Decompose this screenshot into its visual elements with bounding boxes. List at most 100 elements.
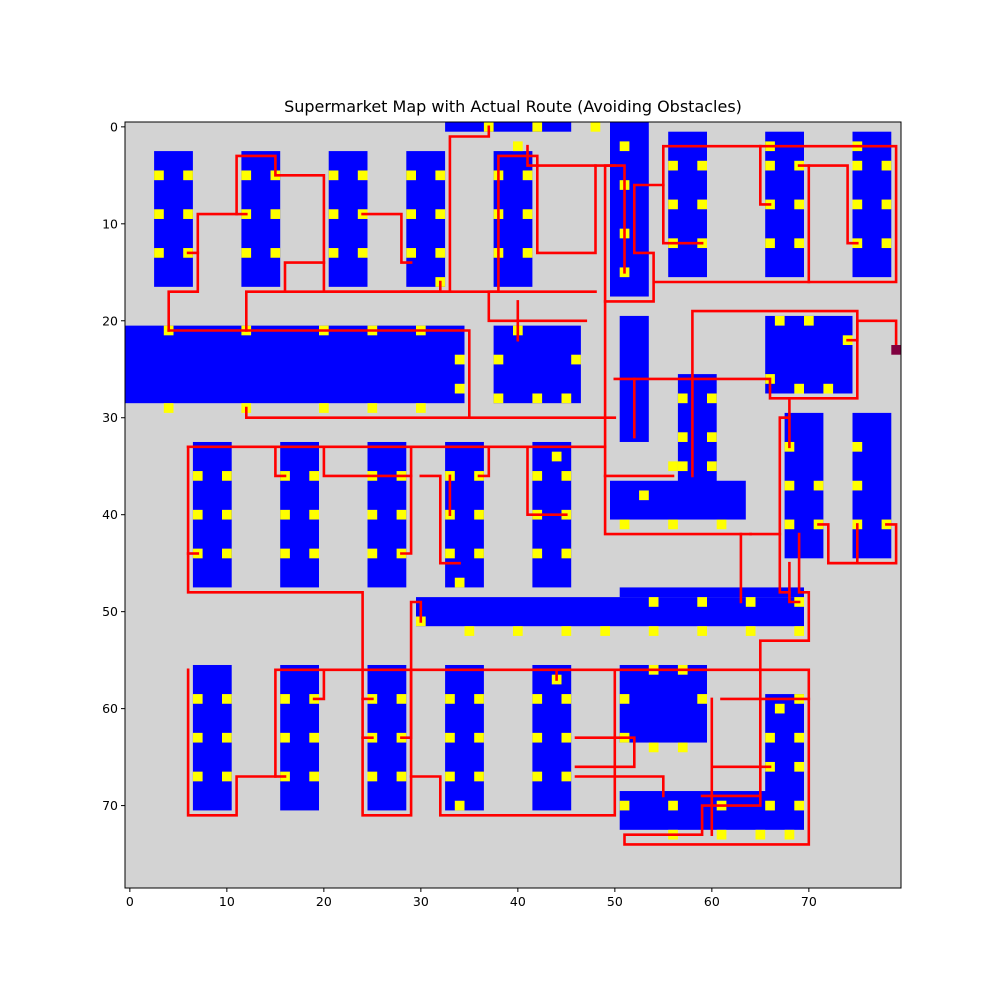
product-spot xyxy=(784,519,795,530)
product-spot xyxy=(774,703,785,714)
product-spot xyxy=(668,519,678,530)
route-segment xyxy=(778,416,791,449)
product-spot xyxy=(163,403,174,413)
product-spot xyxy=(881,160,892,171)
shelf xyxy=(765,315,853,394)
product-spot xyxy=(464,626,475,636)
product-spot xyxy=(677,432,688,442)
route-segment xyxy=(855,319,898,352)
product-spot xyxy=(697,597,707,607)
endpoint-layer xyxy=(891,345,901,355)
product-spot xyxy=(551,451,562,462)
product-spot xyxy=(532,393,543,404)
route-segment xyxy=(400,668,413,740)
product-spot xyxy=(804,315,814,326)
product-spot xyxy=(309,471,319,481)
product-spot xyxy=(668,800,678,811)
product-spot xyxy=(561,393,572,404)
product-spot xyxy=(396,771,407,782)
x-tick-label: 40 xyxy=(510,894,526,909)
product-spot xyxy=(222,771,232,782)
product-spot xyxy=(222,694,232,704)
product-spot xyxy=(192,694,203,704)
product-spot xyxy=(474,509,484,520)
route-segment xyxy=(797,164,859,245)
product-spot xyxy=(765,160,775,171)
product-spot xyxy=(707,461,717,472)
product-spot xyxy=(561,626,572,636)
product-spot xyxy=(794,199,804,210)
product-spot xyxy=(852,480,863,491)
product-spot xyxy=(309,732,319,743)
route-segment xyxy=(322,445,413,478)
product-spot xyxy=(561,471,572,481)
product-spot xyxy=(445,548,455,559)
product-spot xyxy=(755,829,766,840)
y-tick-label: 10 xyxy=(102,216,118,231)
product-spot xyxy=(619,519,630,530)
product-spot xyxy=(241,170,252,181)
product-spot xyxy=(745,597,756,607)
product-spot xyxy=(357,170,368,181)
product-spot xyxy=(280,548,290,559)
product-spot xyxy=(222,548,232,559)
product-spot xyxy=(784,480,795,491)
product-spot xyxy=(435,170,446,181)
x-axis: 0 10 20 30 40 50 60 70 xyxy=(126,888,817,909)
product-spot xyxy=(493,393,504,404)
product-spot xyxy=(677,742,688,753)
product-spot xyxy=(668,461,678,472)
product-spot xyxy=(154,248,164,258)
shelf xyxy=(619,664,707,743)
product-spot xyxy=(522,209,533,219)
product-spot xyxy=(280,732,290,743)
product-spot xyxy=(561,732,572,743)
route-segment xyxy=(245,290,452,332)
product-spot xyxy=(454,354,465,365)
product-spot xyxy=(270,248,281,258)
y-tick-label: 20 xyxy=(102,313,118,328)
product-spot xyxy=(309,509,319,520)
product-spot xyxy=(474,732,484,743)
product-spot xyxy=(619,694,630,704)
route-segment xyxy=(419,474,461,565)
product-spot xyxy=(406,209,416,219)
shelf xyxy=(445,122,572,132)
product-spot xyxy=(668,199,678,210)
product-spot xyxy=(794,383,804,394)
shelf xyxy=(610,480,746,520)
product-spot xyxy=(154,170,164,181)
product-spot xyxy=(639,490,649,501)
route-segment xyxy=(477,445,491,478)
product-spot xyxy=(852,160,863,171)
product-spot xyxy=(280,694,290,704)
product-spot xyxy=(416,403,426,413)
product-spot xyxy=(367,771,378,782)
chart-title: Supermarket Map with Actual Route (Avoid… xyxy=(284,97,742,116)
product-spot xyxy=(619,800,630,811)
product-spot xyxy=(716,519,727,530)
y-tick-label: 60 xyxy=(102,701,118,716)
product-spot xyxy=(794,732,804,743)
route-segment xyxy=(526,445,568,517)
route-layer xyxy=(167,125,898,846)
product-spot xyxy=(881,238,892,249)
route-segment xyxy=(758,144,772,206)
product-spot xyxy=(707,432,717,442)
route-segment xyxy=(603,300,752,536)
route-segment xyxy=(574,736,636,769)
product-spot xyxy=(406,170,416,181)
product-spot xyxy=(367,548,378,559)
y-tick-label: 40 xyxy=(102,507,118,522)
route-segment xyxy=(826,523,859,565)
product-spot xyxy=(445,732,455,743)
product-spot xyxy=(270,209,281,219)
y-tick-label: 70 xyxy=(102,798,118,813)
product-spot xyxy=(192,509,203,520)
y-tick-label: 0 xyxy=(110,119,118,134)
product-spot xyxy=(590,122,601,132)
product-spot xyxy=(707,393,717,404)
product-spot xyxy=(648,597,659,607)
route-segment xyxy=(186,668,811,817)
